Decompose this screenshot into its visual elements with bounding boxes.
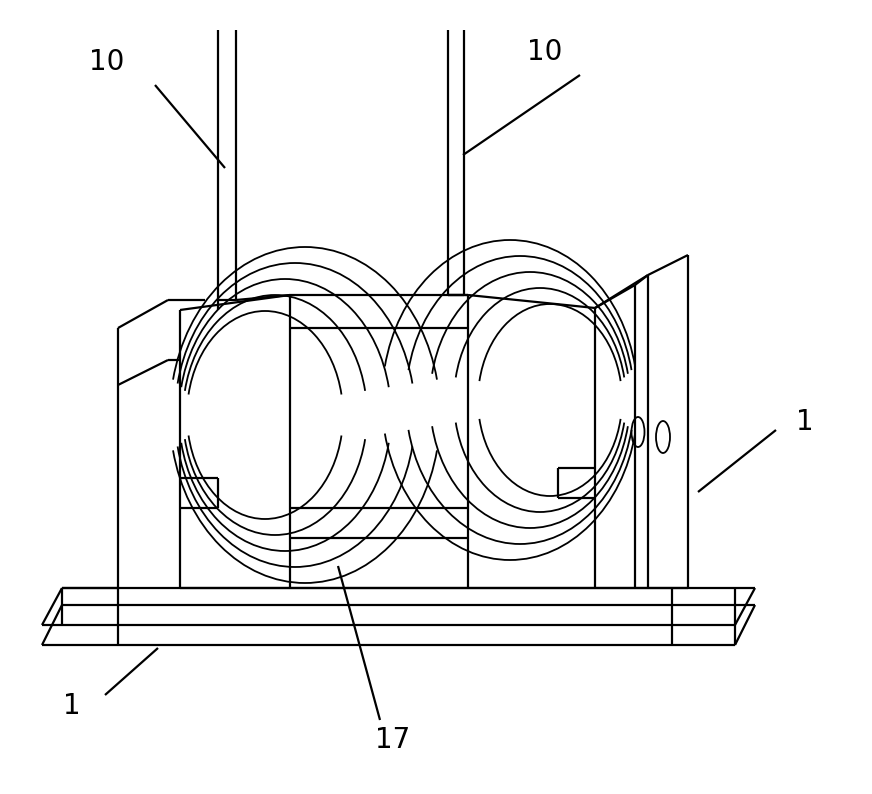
Text: 1: 1 bbox=[63, 692, 81, 720]
Text: 17: 17 bbox=[375, 726, 411, 754]
Text: 10: 10 bbox=[89, 48, 125, 76]
Text: 10: 10 bbox=[528, 38, 562, 66]
Text: 1: 1 bbox=[796, 408, 814, 436]
